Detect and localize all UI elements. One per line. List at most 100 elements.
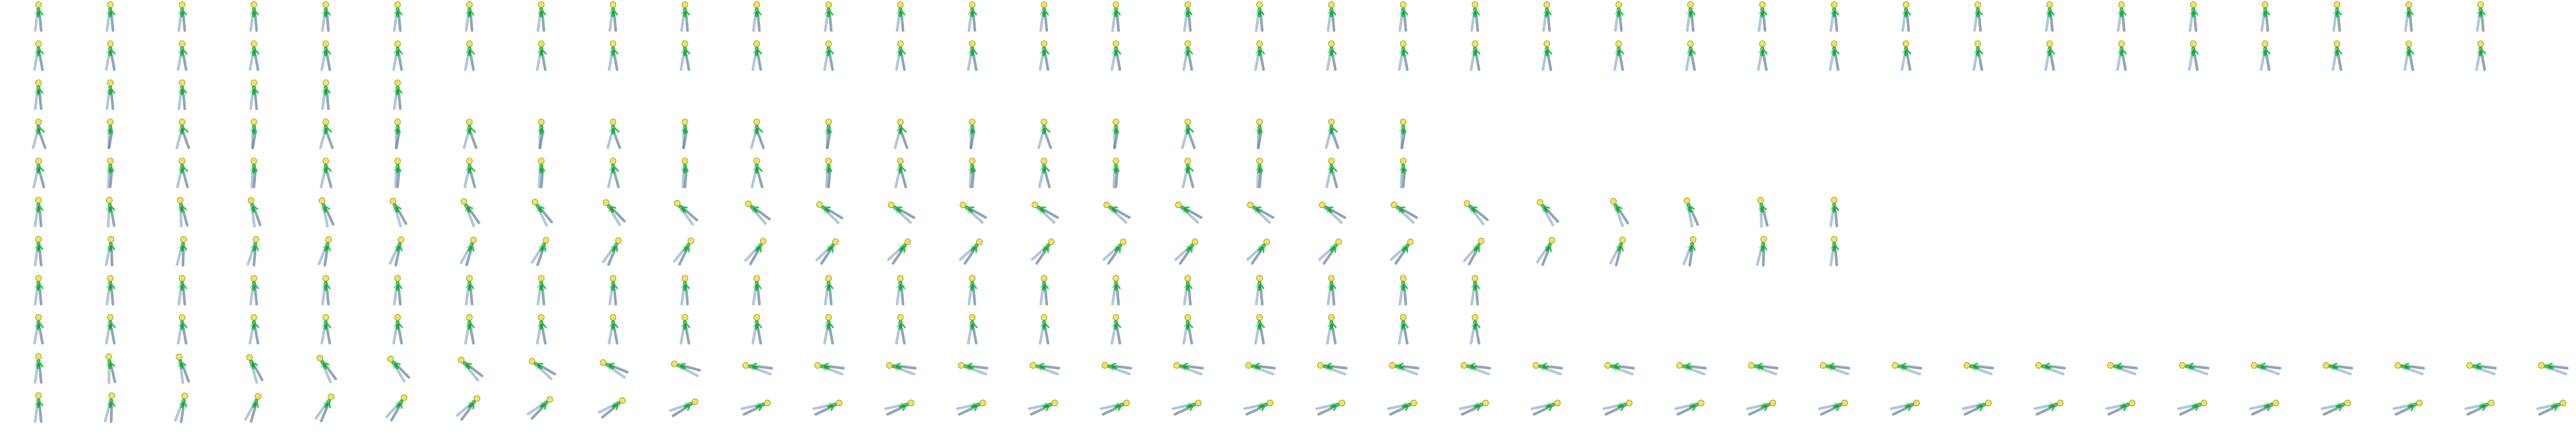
sprite-frame xyxy=(2321,400,2351,416)
sprite-frame xyxy=(34,80,44,110)
sprite-frame xyxy=(895,1,905,32)
sprite-frame xyxy=(1462,237,1485,266)
sprite-frame xyxy=(956,400,986,416)
sprite-frame xyxy=(1039,40,1050,71)
sprite-frame xyxy=(1175,201,1203,224)
sprite-frame xyxy=(1174,239,1198,265)
sprite-frame xyxy=(247,197,262,228)
sprite-frame xyxy=(248,314,259,345)
sprite-frame xyxy=(105,40,116,71)
sprite-frame xyxy=(536,314,547,345)
sprite-frame xyxy=(464,314,475,345)
sprite-frame xyxy=(602,199,626,227)
sprite-frame xyxy=(1613,40,1624,71)
sprite-frame xyxy=(884,400,915,416)
sprite-frame xyxy=(895,275,905,305)
sprite-frame xyxy=(1101,362,1132,376)
sprite-frame xyxy=(968,158,976,188)
sprite-frame xyxy=(1604,362,1635,376)
sprite-frame xyxy=(1470,314,1481,345)
sprite-frame xyxy=(2538,362,2569,376)
sprite-frame xyxy=(464,1,475,32)
sprite-frame xyxy=(1458,400,1489,416)
sprite-frame xyxy=(1542,1,1552,32)
sprite-frame xyxy=(1315,400,1346,416)
sprite-frame xyxy=(1254,314,1265,345)
sprite-frame xyxy=(393,1,403,32)
sprite-frame xyxy=(2260,40,2271,71)
sprite-frame xyxy=(823,40,834,71)
sprite-frame xyxy=(2392,400,2423,416)
sprite-frame xyxy=(1181,119,1196,149)
sprite-frame xyxy=(967,275,978,305)
sprite-frame xyxy=(1972,40,1984,71)
sprite-frame xyxy=(1676,362,1707,376)
sprite-frame xyxy=(2188,40,2199,71)
sprite-frame xyxy=(32,119,46,149)
sprite-frame xyxy=(393,158,402,188)
sprite-frame xyxy=(1038,158,1051,188)
sprite-frame xyxy=(1183,1,1193,32)
sprite-frame xyxy=(34,1,44,32)
sprite-frame xyxy=(1746,400,1777,416)
sprite-frame xyxy=(34,353,44,384)
sprite-frame xyxy=(1326,275,1336,305)
sprite-frame xyxy=(176,353,190,384)
sprite-frame xyxy=(2394,362,2425,376)
sprite-frame xyxy=(2250,362,2282,376)
sprite-frame xyxy=(1171,400,1202,416)
sprite-frame xyxy=(464,40,475,71)
sprite-frame xyxy=(1829,40,1840,71)
sprite-frame xyxy=(967,1,978,32)
sprite-frame xyxy=(176,197,189,228)
sprite-frame xyxy=(1031,201,1059,224)
sprite-frame xyxy=(177,1,187,32)
sprite-frame xyxy=(1027,400,1059,416)
sprite-frame xyxy=(1110,314,1122,345)
sprite-frame xyxy=(895,40,906,71)
sprite-frame xyxy=(1324,119,1340,149)
sprite-frame xyxy=(669,398,698,417)
sprite-frame xyxy=(319,119,334,149)
sprite-frame xyxy=(1530,400,1561,416)
sprite-frame xyxy=(2323,362,2353,376)
sprite-frame xyxy=(606,119,621,149)
sprite-frame xyxy=(1182,40,1193,71)
sprite-frame xyxy=(316,354,338,384)
sprite-frame xyxy=(1609,237,1626,267)
sprite-frame xyxy=(2105,400,2136,416)
sprite-frame xyxy=(33,40,44,71)
sprite-frame xyxy=(1685,40,1696,71)
sprite-frame xyxy=(608,1,618,32)
sprite-frame xyxy=(2107,362,2138,376)
sprite-frame xyxy=(104,236,115,267)
sprite-frame xyxy=(1037,119,1053,149)
sprite-frame xyxy=(2404,1,2414,32)
sprite-frame xyxy=(1319,201,1346,224)
sprite-frame xyxy=(1973,1,1983,32)
sprite-frame xyxy=(2179,362,2210,376)
sprite-frame xyxy=(1111,1,1121,32)
sprite-frame xyxy=(1602,400,1633,416)
sprite-frame xyxy=(1900,40,1911,71)
sprite-frame xyxy=(249,158,258,188)
sprite-frame xyxy=(1748,362,1779,376)
sprite-frame xyxy=(2035,362,2066,376)
sprite-frame xyxy=(1256,119,1263,149)
sprite-frame xyxy=(317,236,332,267)
sprite-frame xyxy=(105,1,115,32)
sprite-frame xyxy=(106,119,114,149)
sprite-frame xyxy=(1829,197,1839,227)
sprite-frame xyxy=(1460,362,1492,376)
sprite-frame xyxy=(680,275,690,305)
sprite-frame xyxy=(34,236,44,266)
sprite-frame xyxy=(246,236,259,267)
sprite-frame xyxy=(1610,198,1630,227)
sprite-frame xyxy=(2403,40,2414,71)
sprite-frame xyxy=(177,275,187,305)
sprite-frame xyxy=(679,314,690,345)
sprite-frame xyxy=(751,158,763,188)
sprite-frame xyxy=(1532,362,1563,376)
sprite-frame xyxy=(1399,119,1407,149)
sprite-frame xyxy=(1398,1,1408,32)
